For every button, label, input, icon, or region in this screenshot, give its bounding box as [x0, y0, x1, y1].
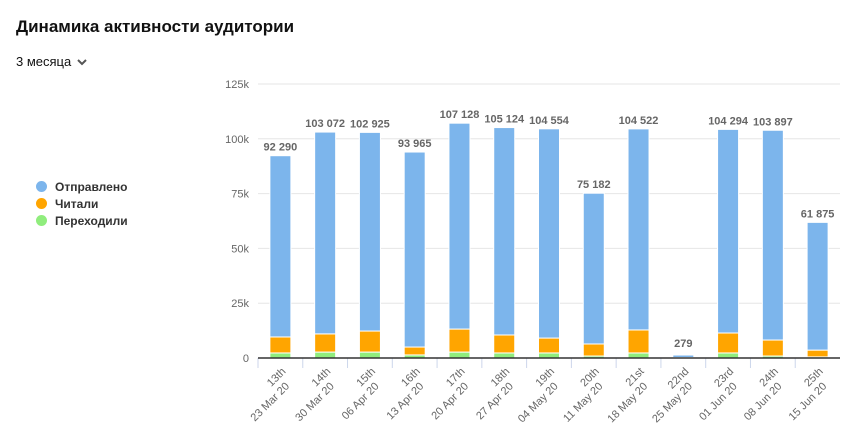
legend-item[interactable]: Читали [36, 195, 128, 212]
y-tick-label: 50k [231, 243, 249, 255]
bar-segment [493, 334, 516, 354]
bar-segment [538, 352, 560, 359]
bar-segment [448, 122, 471, 330]
bar-segment [538, 128, 560, 339]
y-tick-label: 100k [225, 134, 249, 146]
bar-segment [269, 352, 292, 359]
x-tick-label-line: 04 May 20 [516, 380, 561, 425]
bar-segment [269, 336, 292, 354]
bar-segment [403, 151, 426, 348]
x-tick-label: 20th11 May 20 [552, 366, 611, 425]
bar-segment [493, 127, 516, 336]
y-tick-label: 25k [231, 298, 249, 310]
legend-dot-icon [36, 181, 47, 192]
bar-segment [806, 349, 829, 358]
x-tick-label: 25th15 Jun 20 [777, 366, 835, 424]
bar-segment [358, 351, 381, 359]
x-tick-label: 17th20 Apr 20 [420, 366, 477, 423]
bar-segment [627, 329, 650, 354]
y-tick-label: 75k [231, 189, 249, 201]
legend-dot-icon [36, 215, 47, 226]
x-tick-label: 14th30 Mar 20 [284, 366, 342, 424]
legend-label: Отправлено [55, 179, 128, 194]
bar-segment [269, 155, 292, 338]
data-label: 61 875 [801, 208, 835, 220]
data-label: 104 522 [619, 115, 659, 127]
data-label: 105 124 [484, 114, 525, 126]
period-label: 3 месяца [16, 54, 72, 69]
data-label: 93 965 [398, 138, 432, 150]
bar-segment [358, 330, 381, 353]
y-tick-label: 0 [243, 353, 249, 365]
bar-segment [717, 352, 740, 359]
data-label: 92 290 [264, 142, 298, 154]
bar-segment [448, 351, 471, 359]
x-tick-label: 21st18 May 20 [596, 366, 656, 426]
bar-segment [493, 352, 516, 359]
x-tick-label: 15th06 Apr 20 [331, 366, 388, 423]
data-label: 104 554 [529, 115, 570, 127]
bar-segment [761, 129, 784, 341]
bar-segment [538, 337, 560, 354]
bar-segment [314, 333, 337, 353]
bar-segment [806, 221, 829, 351]
x-tick-label: 13th23 Mar 20 [239, 366, 297, 424]
x-tick-label: 22nd25 May 20 [641, 366, 701, 426]
bar-segment [582, 192, 605, 345]
data-label: 103 897 [753, 116, 793, 128]
legend-label: Переходили [55, 213, 128, 228]
bar-segment [627, 352, 650, 359]
bar-segment [717, 332, 740, 354]
legend-item[interactable]: Отправлено [36, 178, 128, 195]
bar-segment [314, 351, 337, 359]
period-dropdown[interactable]: 3 месяца [16, 54, 87, 69]
bar-segment [672, 354, 695, 359]
x-tick-label: 19th04 May 20 [507, 366, 567, 426]
legend: Отправлено Читали Переходили [36, 178, 128, 229]
x-tick-label: 18th27 Apr 20 [465, 366, 522, 423]
bar-segment [448, 328, 471, 353]
bar-segment [314, 131, 337, 335]
x-tick-label: 16th13 Apr 20 [375, 366, 432, 423]
bar-segment [717, 128, 740, 334]
x-tick-label-line: 18 May 20 [605, 380, 650, 425]
chevron-down-icon [77, 59, 87, 66]
legend-item[interactable]: Переходили [36, 212, 128, 229]
data-label: 103 072 [305, 118, 345, 130]
y-tick-label: 125k [225, 79, 249, 91]
data-label: 75 182 [577, 179, 611, 191]
x-tick-label: 23rd01 Jun 20 [688, 366, 746, 424]
data-label: 107 128 [440, 109, 480, 121]
data-label: 102 925 [350, 118, 390, 130]
legend-label: Читали [55, 196, 99, 211]
bar-segment [358, 131, 381, 332]
data-label: 104 294 [708, 115, 749, 127]
bar-segment [403, 346, 426, 356]
bar-segment [761, 339, 784, 357]
bar-segment [627, 128, 650, 331]
legend-dot-icon [36, 198, 47, 209]
x-tick-label: 24th08 Jun 20 [733, 366, 791, 424]
data-label: 279 [674, 338, 692, 350]
bar-segment [582, 343, 605, 357]
page-title: Динамика активности аудитории [16, 17, 295, 36]
